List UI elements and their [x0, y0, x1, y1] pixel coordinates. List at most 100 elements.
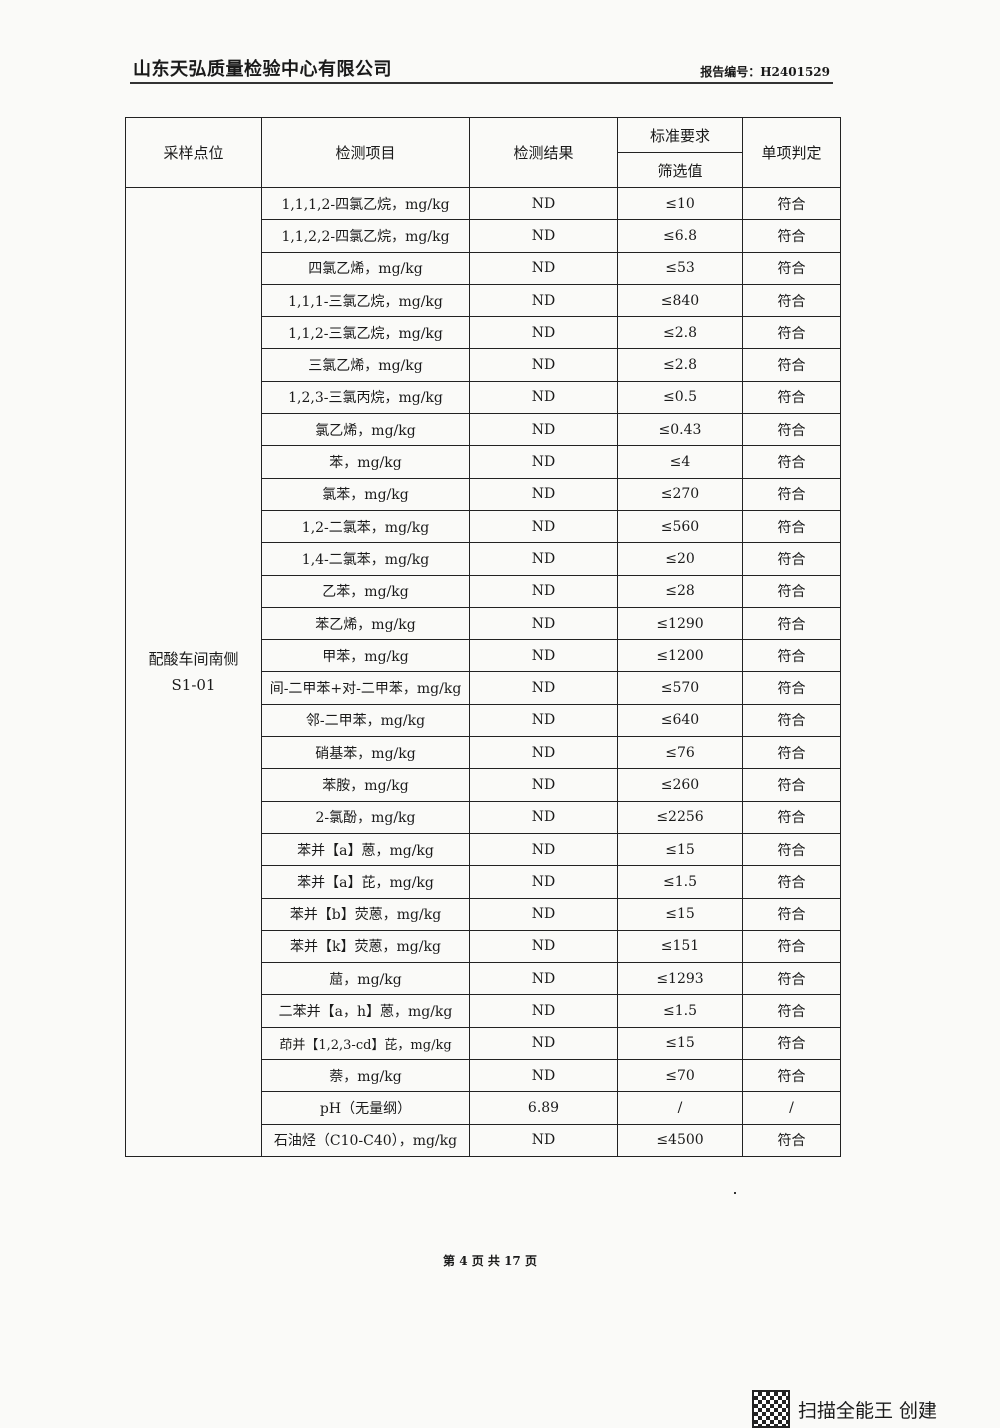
cell-screening-value: ≤1.5 [617, 865, 743, 899]
cell-item: 邻-二甲苯，mg/kg [261, 703, 470, 738]
cell-item: 硝基苯，mg/kg [261, 736, 470, 770]
cell-item: 苯，mg/kg [261, 445, 470, 479]
cell-item: 苯并【k】荧蒽，mg/kg [261, 929, 470, 964]
cell-result: ND [469, 380, 618, 415]
cell-result: ND [469, 768, 618, 802]
cell-item: 四氯乙烯，mg/kg [261, 251, 470, 285]
cell-judgement: / [742, 1091, 841, 1125]
cell-screening-value: ≤1200 [617, 639, 743, 673]
cell-item: 苯并【b】荧蒽，mg/kg [261, 897, 470, 931]
cell-screening-value: ≤260 [617, 768, 743, 802]
cell-screening-value: ≤840 [617, 283, 743, 318]
cell-screening-value: ≤15 [617, 1026, 743, 1061]
cell-screening-value: ≤10 [617, 186, 743, 221]
cell-judgement: 符合 [742, 639, 841, 673]
cell-screening-value: ≤1290 [617, 606, 743, 641]
cell-judgement: 符合 [742, 1059, 841, 1093]
cell-result: ND [469, 251, 618, 285]
table-row: 苯，mg/kg ND ≤4 符合 [126, 445, 841, 479]
cell-result: ND [469, 219, 618, 253]
cell-screening-value: ≤560 [617, 509, 743, 544]
cell-screening-value: ≤53 [617, 251, 743, 285]
cell-judgement: 符合 [742, 509, 841, 544]
table-row: 1,4-二氯苯，mg/kg ND ≤20 符合 [126, 542, 841, 576]
table-row: 氯乙烯，mg/kg ND ≤0.43 符合 [126, 413, 841, 447]
cell-item: 1,1,1-三氯乙烷，mg/kg [261, 283, 470, 318]
cell-item: pH（无量纲） [261, 1091, 470, 1125]
cell-screening-value: ≤2.8 [617, 316, 743, 350]
table-row: 䓛，mg/kg ND ≤1293 符合 [126, 962, 841, 996]
cell-screening-value: ≤2.8 [617, 348, 743, 382]
table-row: 1,1,2-三氯乙烷，mg/kg ND ≤2.8 符合 [126, 316, 841, 350]
table-row: 苯胺，mg/kg ND ≤260 符合 [126, 768, 841, 802]
table-row: 四氯乙烯，mg/kg ND ≤53 符合 [126, 251, 841, 285]
table-row: 2-氯酚，mg/kg ND ≤2256 符合 [126, 800, 841, 834]
cell-screening-value: ≤1293 [617, 962, 743, 996]
header-result: 检测结果 [469, 117, 618, 188]
cell-result: ND [469, 736, 618, 770]
cell-item: 萘，mg/kg [261, 1059, 470, 1093]
cell-screening-value: ≤4 [617, 445, 743, 479]
table-row: 1,1,2,2-四氯乙烷，mg/kg ND ≤6.8 符合 [126, 219, 841, 253]
cell-screening-value: ≤270 [617, 477, 743, 511]
cell-result: ND [469, 186, 618, 221]
cell-result: ND [469, 832, 618, 867]
cell-judgement: 符合 [742, 380, 841, 415]
header-item: 检测项目 [261, 117, 470, 188]
header-site: 采样点位 [125, 117, 262, 188]
cell-result: ND [469, 671, 618, 705]
scanner-watermark: 扫描全能王 创建 [752, 1390, 937, 1428]
cell-result: ND [469, 897, 618, 931]
table-row: 二苯并【a，h】蒽，mg/kg ND ≤1.5 符合 [126, 994, 841, 1028]
cell-judgement: 符合 [742, 283, 841, 318]
cell-screening-value: ≤4500 [617, 1123, 743, 1157]
header-judgement: 单项判定 [742, 117, 841, 188]
cell-judgement: 符合 [742, 865, 841, 899]
cell-item: 氯苯，mg/kg [261, 477, 470, 511]
cell-screening-value: / [617, 1091, 743, 1125]
cell-screening-value: ≤640 [617, 703, 743, 738]
sampling-site: 配酸车间南侧 S1-01 [125, 187, 262, 1157]
cell-result: 6.89 [469, 1091, 618, 1125]
table-row: 三氯乙烯，mg/kg ND ≤2.8 符合 [126, 348, 841, 382]
cell-result: ND [469, 606, 618, 641]
cell-screening-value: ≤0.43 [617, 413, 743, 447]
page-number: 第 4 页 共 17 页 [443, 1254, 537, 1268]
cell-judgement: 符合 [742, 994, 841, 1028]
cell-item: 1,1,2-三氯乙烷，mg/kg [261, 316, 470, 350]
cell-item: 苯并【a】芘，mg/kg [261, 865, 470, 899]
cell-result: ND [469, 703, 618, 738]
cell-screening-value: ≤15 [617, 832, 743, 867]
cell-screening-value: ≤28 [617, 574, 743, 608]
cell-item: 2-氯酚，mg/kg [261, 800, 470, 834]
cell-item: 氯乙烯，mg/kg [261, 413, 470, 447]
cell-judgement: 符合 [742, 962, 841, 996]
cell-item: 1,1,1,2-四氯乙烷，mg/kg [261, 186, 470, 221]
cell-item: 三氯乙烯，mg/kg [261, 348, 470, 382]
cell-screening-value: ≤76 [617, 736, 743, 770]
cell-item: 1,1,2,2-四氯乙烷，mg/kg [261, 219, 470, 253]
cell-result: ND [469, 1123, 618, 1157]
cell-result: ND [469, 574, 618, 608]
results-table: 采样点位 检测项目 检测结果 标准要求 单项判定 筛选值 配酸车间南侧 S1-0… [125, 117, 841, 1157]
cell-result: ND [469, 639, 618, 673]
watermark-text: 扫描全能王 创建 [798, 1399, 938, 1422]
cell-judgement: 符合 [742, 897, 841, 931]
cell-screening-value: ≤15 [617, 897, 743, 931]
cell-judgement: 符合 [742, 316, 841, 350]
table-row: 苯并【a】蒽，mg/kg ND ≤15 符合 [126, 832, 841, 867]
table-row: 石油烃（C10-C40），mg/kg ND ≤4500 符合 [126, 1123, 841, 1157]
cell-judgement: 符合 [742, 832, 841, 867]
cell-judgement: 符合 [742, 606, 841, 641]
cell-item: 甲苯，mg/kg [261, 639, 470, 673]
cell-judgement: 符合 [742, 768, 841, 802]
cell-judgement: 符合 [742, 929, 841, 964]
qr-code-icon [752, 1390, 790, 1428]
table-row: 邻-二甲苯，mg/kg ND ≤640 符合 [126, 703, 841, 738]
cell-item: 1,2,3-三氯丙烷，mg/kg [261, 380, 470, 415]
cell-judgement: 符合 [742, 1123, 841, 1157]
cell-judgement: 符合 [742, 800, 841, 834]
header-screening: 筛选值 [617, 152, 743, 188]
cell-item: 1,4-二氯苯，mg/kg [261, 542, 470, 576]
cell-result: ND [469, 477, 618, 511]
